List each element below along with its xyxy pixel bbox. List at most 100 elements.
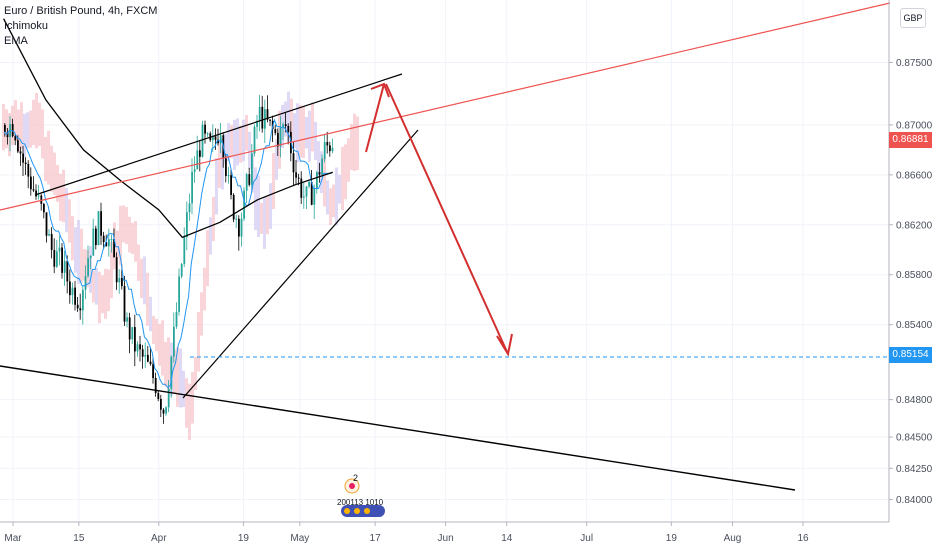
kumo-segment [350, 123, 353, 171]
kumo-segment [305, 117, 308, 149]
time-axis[interactable]: Mar 15 Apr 19 May 17 Jun 14 Jul 19 Aug 16 [0, 521, 889, 544]
kumo-segment [245, 114, 248, 151]
candle-body [201, 124, 204, 157]
candle-body [295, 172, 297, 178]
kumo-segment [110, 242, 113, 299]
drawings[interactable] [0, 2, 891, 491]
candle-body [35, 190, 37, 197]
idea-badge-count: 2 [353, 473, 359, 483]
candle-body [167, 388, 170, 408]
candle-body [196, 150, 199, 170]
price-axis[interactable]: 0.87500 0.87000 0.86600 0.86200 0.85800 0.854… [888, 0, 932, 522]
candle-body [253, 126, 256, 154]
candle-body [217, 139, 219, 144]
red-resistance-line[interactable] [0, 2, 891, 211]
kumo-segment [92, 270, 95, 303]
candle-body [305, 186, 308, 197]
candle-body [297, 177, 300, 179]
x-tick-label: Mar [4, 533, 22, 544]
kumo-segment [107, 269, 110, 312]
candle-body [206, 133, 209, 135]
x-tick-label: 15 [73, 533, 85, 544]
ichimoku-label[interactable]: Ichimoku [4, 20, 49, 32]
kumo-segment [155, 318, 158, 352]
candlesticks [4, 94, 334, 424]
candle-body [30, 176, 32, 190]
kumo-segment [227, 122, 230, 162]
candle-body [274, 129, 277, 133]
kumo-segment [212, 196, 215, 242]
kumo-segment [98, 271, 101, 324]
candle-body [118, 277, 121, 283]
kumo-segment [239, 125, 242, 163]
x-tick-label: 19 [238, 533, 250, 544]
kumo-segment [326, 180, 329, 215]
wedge-lower-trendline[interactable] [182, 129, 419, 399]
kumo-segment [89, 246, 92, 293]
long-descending-trendline[interactable] [0, 365, 796, 491]
kumo-segment [140, 258, 143, 299]
down-arrow[interactable] [385, 83, 513, 357]
kumo-segment [173, 349, 176, 394]
target-price-tag: 0.85154 [889, 347, 932, 364]
candle-body [318, 172, 321, 175]
candle-body [11, 123, 14, 137]
idea-badge-icon[interactable] [341, 478, 385, 517]
kumo-segment [353, 113, 356, 172]
kumo-segment [41, 109, 44, 159]
kumo-segment [221, 138, 224, 190]
candle-body [43, 203, 45, 213]
currency-button[interactable]: GBP [900, 8, 926, 28]
kumo-segment [308, 110, 311, 162]
kumo-segment [128, 216, 131, 253]
kumo-segment [77, 219, 80, 284]
candle-body [258, 106, 261, 121]
candle-body [282, 124, 284, 128]
kumo-segment [95, 268, 98, 305]
kumo-segment [2, 103, 5, 151]
candle-body [92, 228, 95, 256]
candle-body [248, 174, 251, 185]
candle-body [204, 124, 206, 134]
kumo-segment [146, 272, 149, 326]
candle-body [240, 218, 243, 237]
kumo-segment [242, 119, 245, 162]
candle-body [131, 327, 134, 340]
kumo-segment [44, 137, 47, 182]
kumo-segment [206, 230, 209, 287]
ema-label[interactable]: EMA [4, 35, 28, 47]
candle-body [87, 258, 89, 277]
kumo-segment [59, 173, 62, 221]
candle-body [165, 407, 167, 414]
wedge-upper-trendline[interactable] [34, 73, 403, 196]
candle-body [22, 153, 24, 163]
candle-body [50, 233, 53, 251]
candle-body [225, 158, 227, 176]
tenkan-line [3, 118, 332, 389]
y-tick-label: 0.84000 [896, 495, 932, 506]
candle-body [160, 399, 162, 410]
candle-body [45, 212, 48, 236]
kumo-segment [197, 311, 200, 372]
candle-body [183, 237, 186, 265]
candle-body [157, 392, 160, 400]
candle-body [180, 264, 183, 277]
candle-body [76, 304, 79, 309]
symbol-title[interactable]: Euro / British Pound, 4h, FXCM [4, 5, 158, 17]
kumo-segment [311, 102, 314, 152]
candle-body [63, 261, 66, 273]
candle-body [173, 326, 175, 357]
ichimoku-cloud [2, 91, 359, 441]
up-arrow[interactable] [365, 82, 390, 153]
candle-body [212, 136, 214, 141]
candle-body [191, 171, 193, 204]
candle-body [279, 127, 282, 147]
y-tick-label: 0.86200 [896, 220, 932, 231]
kumo-segment [20, 102, 23, 149]
candle-body [53, 250, 56, 267]
kumo-segment [314, 121, 317, 161]
kumo-segment [167, 337, 170, 391]
candle-body [170, 356, 173, 389]
kumo-segment [149, 296, 152, 332]
